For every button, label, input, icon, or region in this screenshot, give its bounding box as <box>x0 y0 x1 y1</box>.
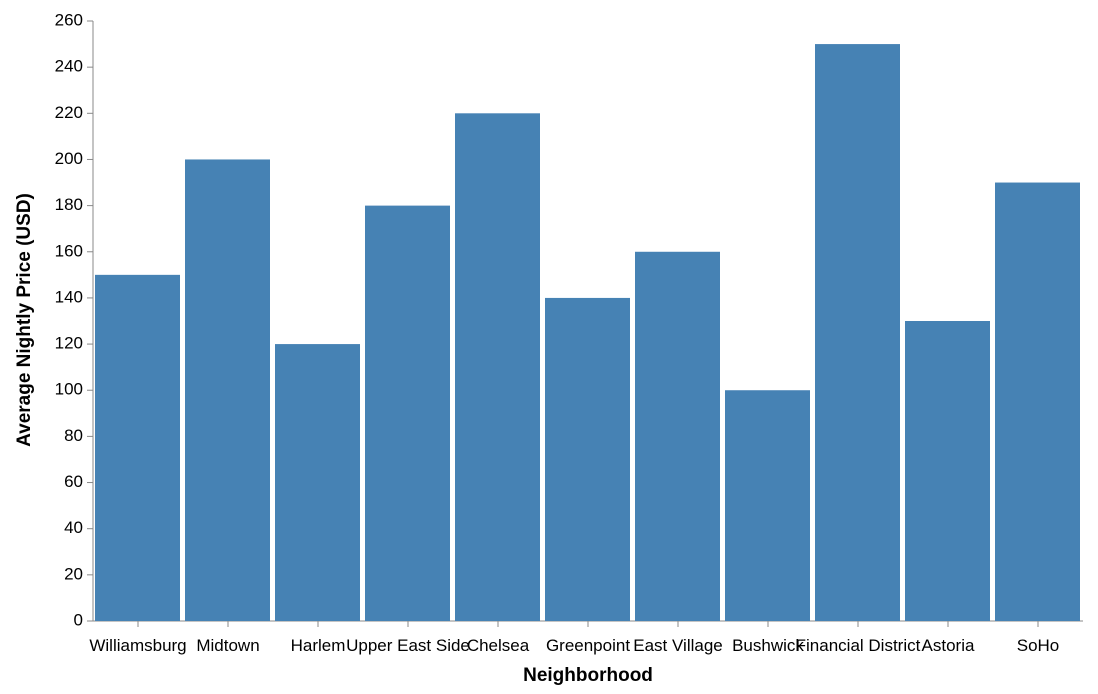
y-tick-label: 80 <box>64 426 83 445</box>
y-tick-label: 220 <box>55 103 83 122</box>
x-tick-label: Chelsea <box>467 636 530 655</box>
bar-bushwick <box>725 390 810 621</box>
x-axis-title: Neighborhood <box>523 665 653 686</box>
y-tick-label: 140 <box>55 287 83 306</box>
y-tick-label: 240 <box>55 57 83 76</box>
x-axis: Williamsburg Midtown Harlem Upper East Side… <box>89 620 1083 655</box>
y-tick-label: 0 <box>74 610 83 629</box>
bar-astoria <box>905 321 990 621</box>
x-tick-label: Greenpoint <box>546 636 630 655</box>
y-tick-label: 180 <box>55 195 83 214</box>
bar-williamsburg <box>95 274 180 621</box>
x-tick-label: SoHo <box>1017 636 1060 655</box>
y-tick-label: 120 <box>55 334 83 353</box>
x-tick-label: Williamsburg <box>89 636 186 655</box>
y-tick-label: 260 <box>55 10 83 29</box>
bars <box>95 44 1080 622</box>
x-tick-label: Upper East Side <box>346 636 470 655</box>
x-tick-label: East Village <box>633 636 722 655</box>
bar-east-village <box>635 251 720 621</box>
y-axis-title: Average Nightly Price (USD) <box>14 193 35 447</box>
x-tick-label: Bushwick <box>732 636 804 655</box>
bar-chelsea <box>455 113 540 622</box>
bar-financial-district <box>815 44 900 622</box>
bar-soho <box>995 182 1080 622</box>
y-tick-label: 160 <box>55 241 83 260</box>
bar-midtown <box>185 159 270 621</box>
x-tick-label: Midtown <box>196 636 259 655</box>
bar-upper-east-side <box>365 205 450 621</box>
y-axis: 0 20 40 60 80 100 120 140 160 180 200 220 240 260 <box>55 10 94 629</box>
y-tick-label: 20 <box>64 564 83 583</box>
y-tick-label: 200 <box>55 149 83 168</box>
bar-harlem <box>275 344 360 621</box>
x-tick-label: Financial District <box>796 636 921 655</box>
y-tick-label: 40 <box>64 518 83 537</box>
y-tick-label: 60 <box>64 472 83 491</box>
x-tick-label: Harlem <box>291 636 346 655</box>
bar-greenpoint <box>545 297 630 621</box>
x-tick-label: Astoria <box>922 636 975 655</box>
y-tick-label: 100 <box>55 380 83 399</box>
